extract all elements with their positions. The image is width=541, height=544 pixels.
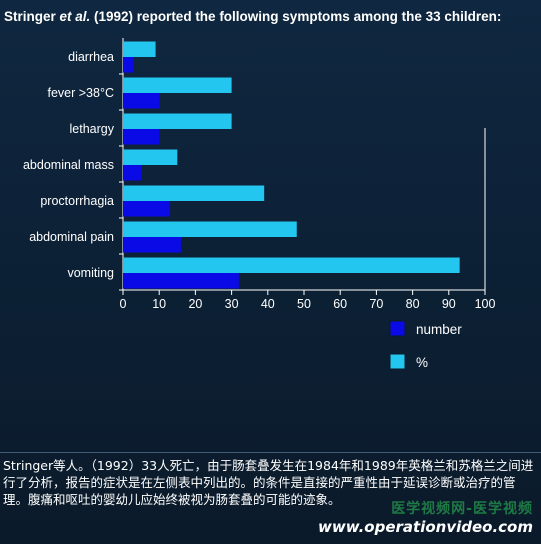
legend-label: % — [416, 355, 428, 370]
x-tick-label: 40 — [261, 297, 275, 311]
x-tick-label: 60 — [333, 297, 347, 311]
x-tick-label: 30 — [225, 297, 239, 311]
slide-caption: Stringer等人。（1992）33人死亡，由于肠套叠发生在1984年和198… — [3, 458, 534, 507]
category-label: abdominal pain — [29, 230, 114, 244]
bar-number — [123, 201, 171, 217]
title-emphasis: et al. — [59, 9, 91, 24]
bar-number — [123, 93, 160, 109]
legend-label: number — [416, 322, 462, 337]
category-label: fever >38°C — [48, 86, 115, 100]
bar-percent — [123, 257, 460, 273]
x-tick-label: 90 — [442, 297, 456, 311]
category-label: vomiting — [67, 266, 114, 280]
bar-number — [123, 237, 181, 253]
bar-number — [123, 165, 142, 181]
bar-number — [123, 129, 160, 145]
symptom-bar-chart: diarrhea fever >38°C lethargy abdominal mas… — [23, 38, 496, 370]
bar-number — [123, 273, 239, 289]
title-text-start: Stringer — [4, 9, 60, 24]
x-tick-label: 100 — [475, 297, 496, 311]
x-tick-label: 70 — [369, 297, 383, 311]
bar-percent — [123, 185, 265, 201]
category-label: proctorrhagia — [40, 194, 114, 208]
category-label: abdominal mass — [23, 158, 114, 172]
legend-swatch — [389, 353, 406, 370]
bar-percent — [123, 221, 297, 237]
x-tick-label: 80 — [406, 297, 420, 311]
slide-title: Stringer et al. (1992) reported the foll… — [4, 9, 538, 24]
legend-swatch — [389, 320, 406, 337]
site-watermark: 医学视频网-医学视频 www.operationvideo.com — [318, 498, 533, 536]
bar-number — [123, 57, 134, 73]
category-label: lethargy — [70, 122, 115, 136]
x-tick-label: 50 — [297, 297, 311, 311]
category-label: diarrhea — [68, 50, 114, 64]
caption-divider — [0, 452, 541, 453]
title-text-end: (1992) reported the following symptoms a… — [90, 9, 502, 24]
x-tick-label: 20 — [188, 297, 202, 311]
bar-percent — [123, 113, 232, 129]
bar-percent — [123, 41, 156, 57]
x-tick-label: 10 — [152, 297, 166, 311]
watermark-chinese: 医学视频网-医学视频 — [391, 501, 533, 517]
watermark-url: www.operationvideo.com — [317, 518, 533, 536]
x-tick-label: 0 — [120, 297, 127, 311]
bar-percent — [123, 149, 178, 165]
bar-percent — [123, 77, 232, 93]
